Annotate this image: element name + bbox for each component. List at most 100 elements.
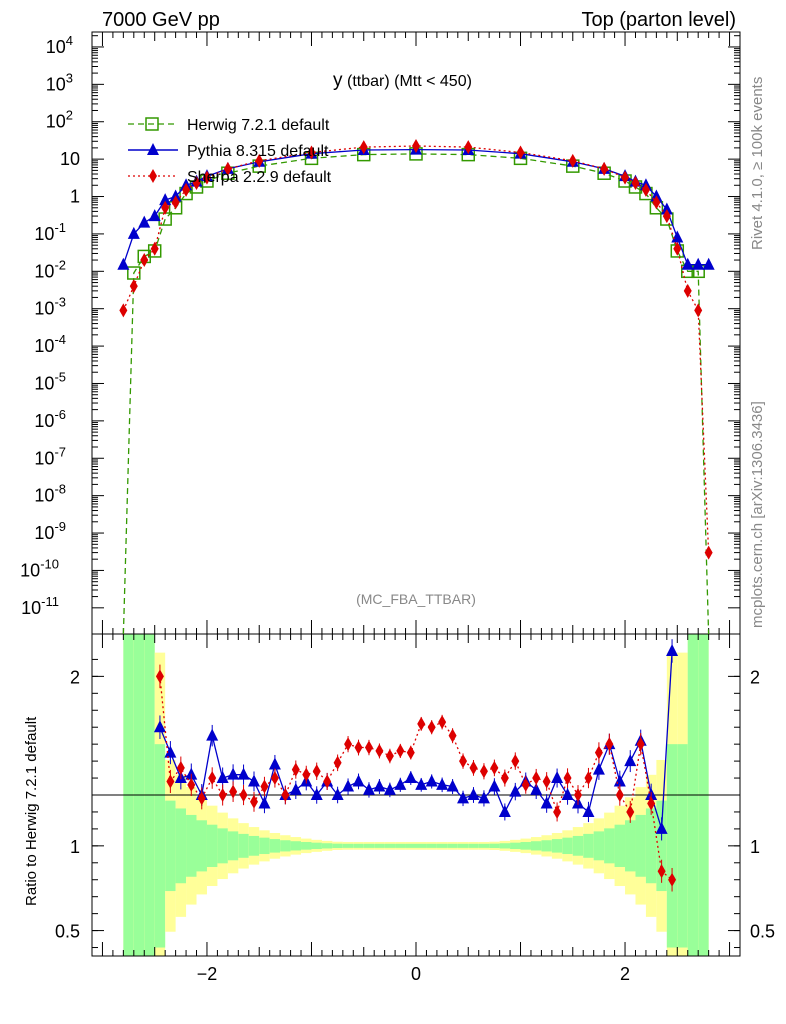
ratio-pythia-point <box>436 777 449 790</box>
ratio-sherpa-point <box>459 754 468 769</box>
main-sherpa-point <box>129 279 138 294</box>
ratio-pythia-point <box>237 767 250 780</box>
main-pythia-point <box>692 257 705 270</box>
ratio-pythia-point <box>373 779 386 792</box>
band-inner <box>363 843 375 848</box>
legend-sherpa: Sherpa 2.2.9 default <box>128 169 332 186</box>
ratio-pythia-point <box>289 782 302 795</box>
band-inner <box>165 800 176 892</box>
plot-title-main: y <box>333 70 343 91</box>
main-pythia-point <box>148 209 161 222</box>
ratio-sherpa-point <box>208 771 217 786</box>
ratio-sherpa-point <box>323 774 332 789</box>
main-sherpa-point <box>182 182 191 197</box>
main-sherpa-point <box>641 182 650 197</box>
main-y-tick-label: 10-1 <box>34 220 66 244</box>
ratio-sherpa-point <box>532 771 541 786</box>
band-inner <box>395 843 406 848</box>
ratio-y-tick-label: 2 <box>70 667 80 687</box>
band-inner <box>248 835 260 856</box>
band-inner <box>342 843 354 848</box>
main-sherpa-point <box>464 140 473 155</box>
legend-sherpa-marker <box>149 169 157 183</box>
main-sherpa-point <box>255 153 264 168</box>
main-y-tick-label: 10-7 <box>34 444 66 468</box>
ratio-sherpa-point <box>333 755 342 770</box>
ratio-pythia-point <box>394 777 407 790</box>
main-pythia-point <box>117 257 130 270</box>
band-inner <box>384 843 396 848</box>
band-inner <box>175 808 187 884</box>
ratio-pythia-point <box>206 728 219 741</box>
band-inner <box>436 843 448 848</box>
ratio-pythia-point <box>258 796 271 809</box>
main-y-tick-label: 10-2 <box>34 257 66 281</box>
main-sherpa-point <box>673 241 682 256</box>
band-inner <box>645 808 657 884</box>
main-herwig-point <box>127 266 141 280</box>
ratio-pythia-point <box>551 771 564 784</box>
band-inner <box>301 842 312 850</box>
main-pythia-point <box>671 230 684 243</box>
band-inner <box>541 840 552 852</box>
ratio-pythia-point <box>509 784 522 797</box>
ratio-sherpa-point <box>563 771 572 786</box>
ratio-sherpa-point <box>239 788 248 802</box>
band-inner <box>321 843 333 849</box>
ratio-pythia-point <box>331 788 344 800</box>
main-pythia-point <box>702 257 715 270</box>
ratio-pythia-point <box>592 762 605 775</box>
legend-pythia-label: Pythia 8.315 default <box>187 143 329 160</box>
ratio-sherpa-point <box>166 774 175 789</box>
ratio-sherpa-point <box>438 715 447 730</box>
ratio-pythia-point <box>164 745 177 758</box>
legend-herwig-label: Herwig 7.2.1 default <box>187 117 330 134</box>
ratio-sherpa-point <box>302 767 311 782</box>
ratio-pythia-point <box>582 804 595 817</box>
main-sherpa-point <box>631 175 640 190</box>
x-tick-label: 2 <box>620 964 630 984</box>
legend-pythia: Pythia 8.315 default <box>128 143 329 160</box>
band-inner <box>635 814 646 877</box>
band-inner <box>625 820 636 872</box>
band-inner <box>510 842 521 850</box>
band-inner <box>447 843 458 848</box>
ratio-pythia-point <box>185 767 198 780</box>
legend-sherpa-label: Sherpa 2.2.9 default <box>187 169 332 186</box>
ratio-y-tick-label-right: 1 <box>750 837 760 857</box>
band-inner <box>489 843 500 849</box>
ratio-sherpa-point <box>364 740 373 755</box>
ratio-sherpa-point <box>584 771 593 786</box>
main-y-tick-label: 104 <box>46 33 73 57</box>
band-inner <box>227 831 239 861</box>
band-inner <box>426 843 437 848</box>
band-inner <box>499 843 511 849</box>
band-inner <box>280 840 291 852</box>
main-sherpa-point <box>683 283 692 298</box>
band-inner <box>374 843 385 848</box>
ratio-sherpa-point <box>187 777 196 792</box>
main-sherpa-point <box>140 253 149 268</box>
ratio-sherpa-point <box>553 804 562 819</box>
ratio-sherpa-point <box>605 737 614 752</box>
ratio-sherpa-point <box>375 743 384 758</box>
band-inner <box>677 744 688 948</box>
ratio-sherpa-point <box>668 872 677 887</box>
band-inner <box>520 842 531 850</box>
ratio-sherpa-point <box>417 716 426 731</box>
ratio-pythia-point <box>153 720 166 733</box>
band-inner <box>656 800 667 892</box>
band-inner <box>478 843 490 848</box>
ratio-y-tick-label-right: 0.5 <box>750 922 775 942</box>
band-inner <box>311 842 322 850</box>
band-inner <box>416 843 427 848</box>
ratio-sherpa-point <box>396 743 405 758</box>
band-inner <box>353 843 364 848</box>
main-pythia-point <box>660 202 673 215</box>
main-sherpa-point <box>150 241 159 256</box>
legend-herwig-marker <box>145 117 159 131</box>
ratio-sherpa-point <box>406 745 415 760</box>
band-inner <box>269 839 281 853</box>
ratio-sherpa-point <box>312 764 321 779</box>
tick-labels: 10410310210110-110-210-310-410-510-610-7… <box>20 33 775 984</box>
